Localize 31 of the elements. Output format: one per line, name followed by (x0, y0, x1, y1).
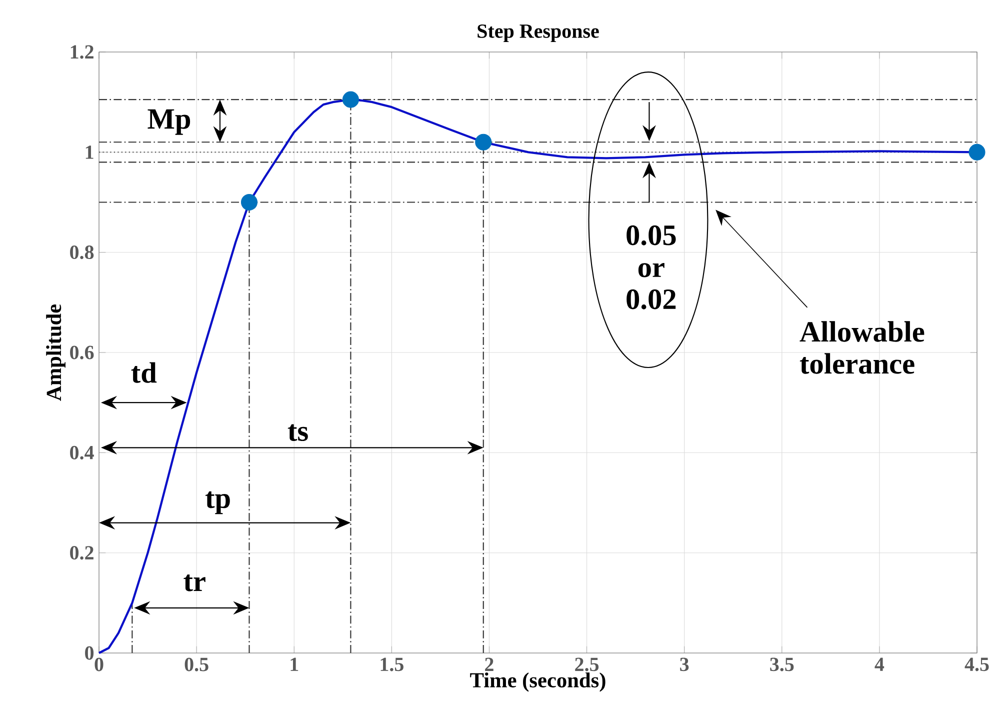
annotation: tp (205, 491, 230, 514)
y-tick-label: 1 (86, 146, 94, 159)
annotation: Mp (148, 109, 190, 135)
x-tick-label: 0 (94, 658, 104, 672)
annotation: 0.05 or 0.02 (626, 225, 676, 310)
x-tick-label: 2.5 (575, 658, 599, 672)
y-tick-label: 0.6 (70, 346, 94, 360)
x-axis-title: Time (seconds) (470, 672, 606, 692)
x-tick-label: 0.5 (184, 658, 208, 672)
y-tick-label: 0 (85, 646, 94, 660)
annotation: Allowable tolerance (800, 321, 924, 374)
y-tick-label: 0.8 (70, 246, 94, 260)
y-tick-label: 0.4 (70, 446, 94, 460)
y-tick-label: 0.2 (70, 546, 94, 560)
chart-title: Step Response (478, 24, 599, 42)
annotation: ts (288, 424, 308, 442)
annotation: tr (184, 574, 206, 592)
y-tick-label: 1.2 (70, 45, 94, 59)
x-tick-label: 3.5 (770, 658, 794, 672)
point (342, 91, 359, 108)
y-axis-title: Amplitude (46, 304, 66, 401)
point (968, 144, 986, 160)
point (475, 134, 492, 150)
x-tick-label: 4.5 (964, 658, 989, 672)
x-tick-label: 3 (680, 658, 689, 672)
annotation: td (131, 362, 157, 383)
x-tick-label: 1 (290, 658, 298, 671)
point (240, 194, 258, 211)
x-tick-label: 1.5 (380, 658, 404, 672)
x-tick-label: 2 (485, 658, 494, 671)
x-tick-label: 4 (874, 658, 884, 671)
